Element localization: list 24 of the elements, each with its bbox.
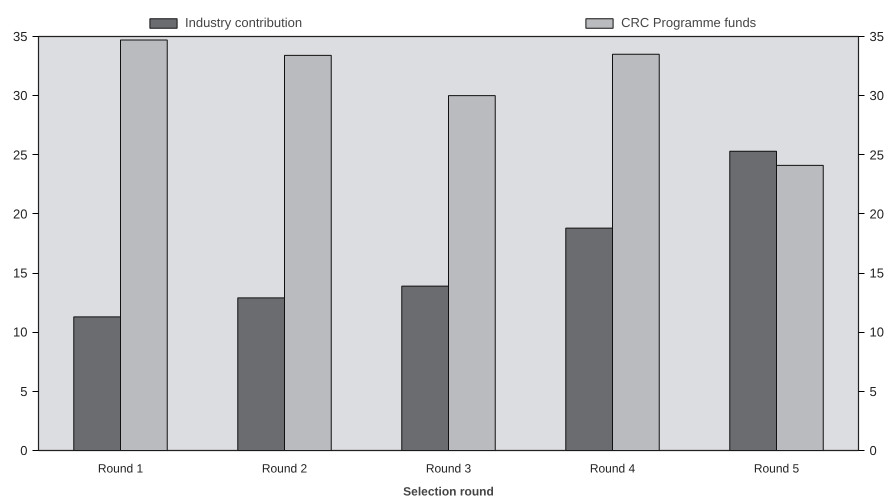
x-tick-label: Round 5 (754, 462, 800, 476)
y2-tick-label: 0 (870, 443, 877, 458)
x-tick-label: Round 4 (590, 462, 636, 476)
y-tick-label: 20 (13, 206, 28, 222)
y2-tick-label: 10 (870, 324, 884, 340)
legend-label: Industry contribution (185, 15, 302, 30)
y2-tick-label: 5 (870, 384, 877, 399)
y-tick-label: 10 (13, 324, 28, 340)
y-tick-label: 15 (13, 266, 28, 281)
y2-tick-label: 15 (870, 266, 884, 281)
x-axis-title: Selection round (403, 484, 494, 498)
y-tick-label: 0 (20, 443, 28, 458)
y-tick-label: 30 (13, 88, 28, 104)
legend-label: CRC Programme funds (621, 15, 756, 30)
y-tick-label: 5 (20, 384, 28, 399)
y-tick-label: 35 (13, 29, 28, 44)
y-tick-label: 25 (13, 147, 28, 162)
x-tick-label: Round 2 (262, 462, 308, 476)
y2-tick-label: 25 (870, 147, 884, 162)
x-tick-label: Round 1 (98, 462, 144, 476)
y2-tick-label: 30 (870, 88, 884, 104)
x-tick-label: Round 3 (426, 462, 472, 476)
y2-tick-label: 20 (870, 206, 884, 222)
y2-tick-label: 35 (870, 29, 884, 44)
